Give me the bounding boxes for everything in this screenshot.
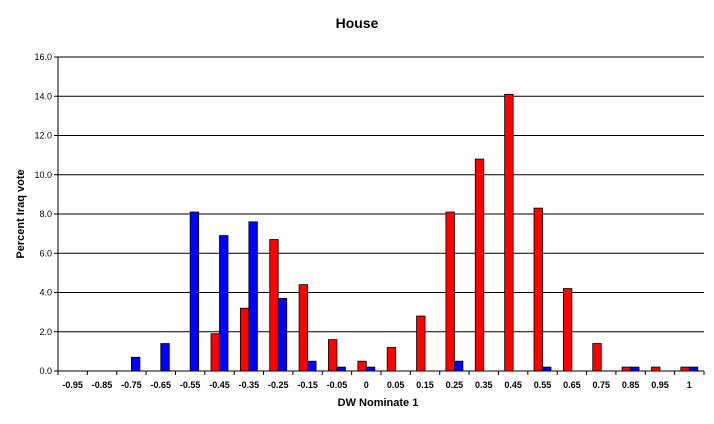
y-tick-label: 6.0 (39, 248, 52, 258)
x-tick-label: 0.65 (563, 380, 581, 390)
y-axis-label: Percent Iraq vote (15, 169, 27, 258)
bar (416, 315, 426, 372)
x-tick-label: 1 (687, 380, 692, 390)
bar (189, 211, 200, 372)
x-tick-label: -0.65 (151, 380, 172, 390)
y-tick-label: 4.0 (39, 288, 52, 298)
plot-area: 0.0 2.0 4.0 6.0 8.0 10.0 12.0 14.0 16.0 -0.95 -0.8… (34, 52, 705, 390)
chart-title: House (336, 15, 379, 31)
bar (160, 343, 170, 372)
y-tick-label: 12.0 (34, 131, 52, 141)
bar (357, 360, 367, 372)
bar (248, 221, 258, 372)
bar (474, 158, 485, 372)
bar (454, 360, 464, 372)
bar (533, 207, 543, 372)
x-tick-label: 0.45 (504, 380, 522, 390)
bar (307, 360, 317, 372)
x-tick-label: -0.95 (62, 380, 83, 390)
x-tick-label: -0.45 (209, 380, 230, 390)
x-axis-label: DW Nominate 1 (338, 397, 419, 409)
x-tick-label: 0.25 (446, 380, 464, 390)
bar (131, 356, 141, 372)
x-tick-label: -0.05 (327, 380, 348, 390)
x-tick-label: -0.25 (268, 380, 289, 390)
bar (277, 297, 288, 372)
x-tick-label: -0.85 (92, 380, 113, 390)
bar (239, 307, 250, 372)
bar (386, 347, 397, 372)
bar (592, 343, 602, 372)
bar (210, 333, 220, 372)
x-tick-label: 0.35 (475, 380, 493, 390)
x-tick-label: -0.75 (121, 380, 142, 390)
bar (328, 339, 338, 372)
bar (651, 366, 661, 372)
bar (336, 366, 346, 372)
bar (621, 366, 631, 372)
bar (269, 239, 279, 372)
bar (219, 235, 229, 372)
bar (542, 366, 552, 372)
bar (680, 366, 690, 372)
bar (298, 284, 308, 372)
x-tick-label: -0.15 (297, 380, 318, 390)
y-tick-label: 14.0 (34, 91, 52, 101)
y-tick-label: 10.0 (34, 170, 52, 180)
x-tick-label: 0.75 (592, 380, 610, 390)
x-tick-label: 0.55 (534, 380, 552, 390)
bar (365, 366, 376, 372)
y-tick-label: 8.0 (39, 209, 52, 219)
bar (630, 366, 640, 372)
bar (504, 93, 514, 372)
x-tick-label: 0.15 (416, 380, 434, 390)
bar (562, 288, 573, 372)
y-tick-label: 2.0 (39, 327, 52, 337)
x-tick-label: -0.55 (180, 380, 201, 390)
x-tick-label: -0.35 (239, 380, 260, 390)
bar (688, 366, 699, 372)
y-tick-label: 0.0 (39, 366, 52, 376)
x-tick-label: 0.95 (651, 380, 669, 390)
y-tick-label: 16.0 (34, 52, 52, 62)
x-tick-label: 0 (364, 380, 369, 390)
bar (445, 211, 455, 372)
x-tick-label: 0.85 (622, 380, 640, 390)
x-tick-label: 0.05 (387, 380, 405, 390)
